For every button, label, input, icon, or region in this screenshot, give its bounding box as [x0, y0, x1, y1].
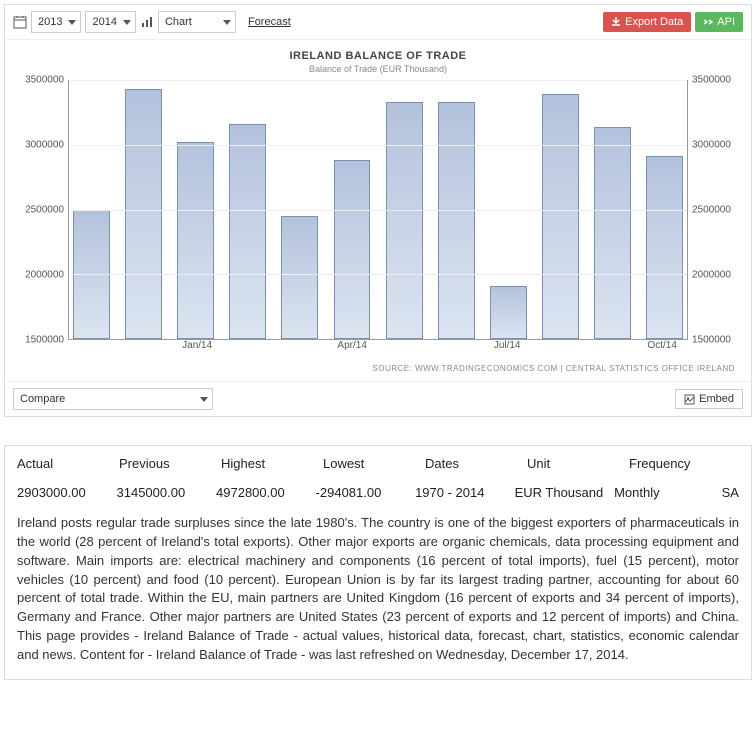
- xtick-label: Jul/14: [494, 340, 521, 351]
- ytick-label: 2000000: [25, 270, 64, 281]
- chart-bar[interactable]: [542, 94, 579, 339]
- y-axis-left: 15000002000000250000030000003500000: [13, 80, 68, 340]
- chart-area: 15000002000000250000030000003500000 1500…: [13, 80, 743, 340]
- calendar-icon: [13, 15, 27, 29]
- chart-bar[interactable]: [334, 160, 371, 339]
- stats-header: Dates: [425, 456, 527, 471]
- stats-value: 1970 - 2014: [415, 485, 515, 500]
- stats-value: -294081.00: [316, 485, 416, 500]
- chart-plot: [68, 80, 688, 340]
- data-panel: ActualPreviousHighestLowestDatesUnitFreq…: [4, 445, 752, 680]
- xtick-label: Apr/14: [337, 340, 366, 351]
- chart-bar[interactable]: [594, 127, 631, 339]
- stats-headers: ActualPreviousHighestLowestDatesUnitFreq…: [17, 456, 739, 485]
- stats-header: Frequency: [629, 456, 731, 471]
- embed-button[interactable]: Embed: [675, 389, 743, 409]
- stats-value: SA: [714, 485, 739, 500]
- chart-icon: [140, 15, 154, 29]
- ytick-label: 3000000: [692, 140, 731, 151]
- ytick-label: 3500000: [25, 75, 64, 86]
- ytick-label: 2500000: [692, 205, 731, 216]
- ytick-label: 1500000: [692, 335, 731, 346]
- forecast-link[interactable]: Forecast: [248, 16, 291, 28]
- ytick-label: 2000000: [692, 270, 731, 281]
- toolbar: 2013 2014 Chart Forecast Export Data API: [5, 5, 751, 40]
- view-select[interactable]: Chart: [158, 11, 236, 33]
- stats-header: Unit: [527, 456, 629, 471]
- chart-source: SOURCE: WWW.TRADINGECONOMICS.COM | CENTR…: [21, 364, 735, 373]
- xtick-label: Oct/14: [647, 340, 676, 351]
- ytick-label: 3000000: [25, 140, 64, 151]
- description-text: Ireland posts regular trade surpluses si…: [17, 514, 739, 665]
- stats-header: [731, 456, 739, 471]
- embed-label: Embed: [699, 393, 734, 405]
- ytick-label: 2500000: [25, 205, 64, 216]
- stats-value: EUR Thousand: [515, 485, 615, 500]
- chart-container: IRELAND BALANCE OF TRADE Balance of Trad…: [5, 40, 751, 381]
- chart-bar[interactable]: [386, 102, 423, 339]
- chart-bar[interactable]: [438, 102, 475, 339]
- compare-select[interactable]: Compare: [13, 388, 213, 410]
- export-label: Export Data: [625, 16, 683, 28]
- ytick-label: 3500000: [692, 75, 731, 86]
- chart-title: IRELAND BALANCE OF TRADE: [13, 50, 743, 62]
- export-button[interactable]: Export Data: [603, 12, 691, 32]
- chart-bar[interactable]: [646, 156, 683, 339]
- stats-header: Actual: [17, 456, 119, 471]
- api-button[interactable]: API: [695, 12, 743, 32]
- chart-panel: 2013 2014 Chart Forecast Export Data API…: [4, 4, 752, 417]
- xtick-label: Jan/14: [182, 340, 212, 351]
- year-from-select[interactable]: 2013: [31, 11, 81, 33]
- chart-bar[interactable]: [177, 142, 214, 339]
- chart-bar[interactable]: [281, 216, 318, 339]
- ytick-label: 1500000: [25, 335, 64, 346]
- y-axis-right: 15000002000000250000030000003500000: [688, 80, 743, 340]
- stats-value: 2903000.00: [17, 485, 117, 500]
- chart-bar[interactable]: [229, 124, 266, 339]
- chart-bar[interactable]: [490, 286, 527, 339]
- stats-values: 2903000.003145000.004972800.00-294081.00…: [17, 485, 739, 500]
- chart-bar[interactable]: [125, 89, 162, 339]
- stats-header: Lowest: [323, 456, 425, 471]
- bottom-toolbar: Compare Embed: [5, 381, 751, 416]
- stats-header: Highest: [221, 456, 323, 471]
- api-label: API: [717, 16, 735, 28]
- year-to-select[interactable]: 2014: [85, 11, 135, 33]
- stats-value: 3145000.00: [117, 485, 217, 500]
- x-axis: Jan/14 Apr/14 Jul/14 Oct/14: [68, 340, 688, 358]
- chart-subtitle: Balance of Trade (EUR Thousand): [13, 64, 743, 74]
- stats-header: Previous: [119, 456, 221, 471]
- stats-value: 4972800.00: [216, 485, 316, 500]
- stats-value: Monthly: [614, 485, 714, 500]
